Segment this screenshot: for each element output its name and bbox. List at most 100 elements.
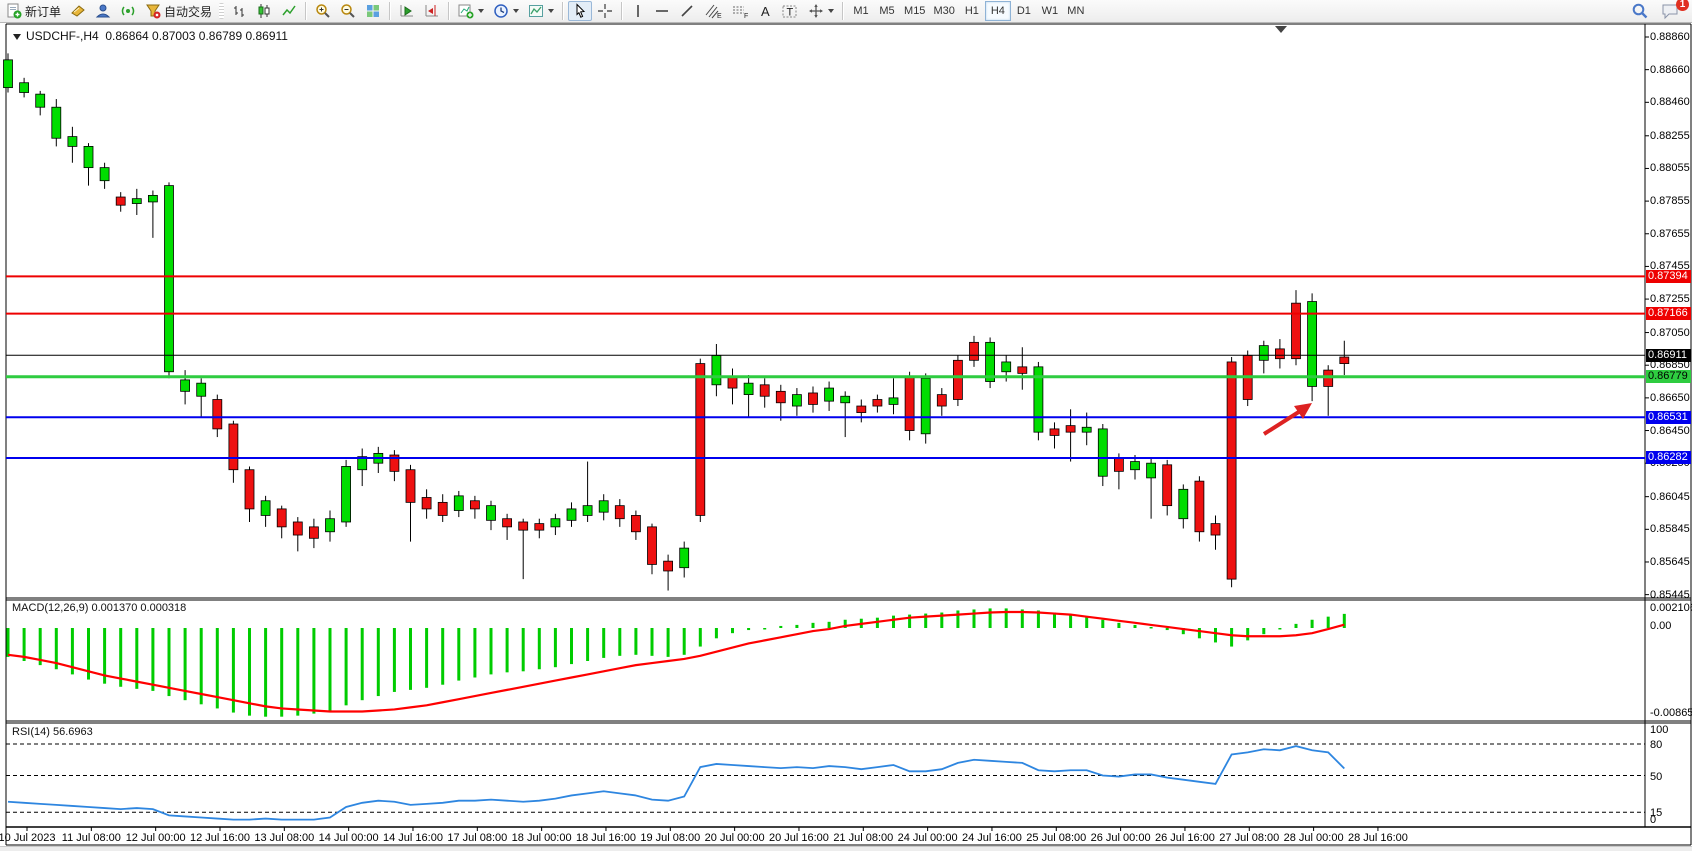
signals-button[interactable] [116, 1, 140, 21]
tile-windows-button[interactable] [361, 1, 385, 21]
chart-shift-button[interactable] [420, 1, 444, 21]
indicators-button[interactable] [454, 1, 488, 21]
signals-icon [121, 6, 135, 16]
svg-text:A: A [761, 4, 770, 19]
price-tick-label: 0.86450 [1650, 424, 1690, 437]
arrows-caret [828, 9, 835, 13]
chart-background [6, 24, 1691, 845]
vertical-line-tool-button[interactable] [627, 1, 649, 21]
timeframe-h4[interactable]: H4 [984, 1, 1011, 21]
timeframe-m15[interactable]: M15 [900, 1, 929, 21]
toolbar-grip[interactable] [219, 3, 225, 19]
bar-chart-mode-button[interactable] [227, 1, 251, 21]
text-tool-button[interactable]: A [754, 1, 776, 21]
timeframe-mn[interactable]: MN [1063, 1, 1089, 21]
arrows-icon [809, 4, 824, 18]
toolbox-icon [71, 5, 85, 17]
price-tick-label: 0.88255 [1650, 129, 1690, 142]
chart-collapse-icon[interactable] [13, 34, 21, 40]
time-tick-label: 10 Jul 2023 [0, 832, 56, 844]
time-tick-label: 27 Jul 08:00 [1219, 832, 1280, 844]
auto-trading-button[interactable]: 自动交易 [141, 1, 216, 21]
text-label-tool-button[interactable]: T [777, 1, 803, 21]
templates-button[interactable] [524, 1, 558, 21]
templates-icon [529, 5, 544, 17]
macd-axis-label: -0.008658 [1650, 707, 1692, 719]
crosshair-tool-button[interactable] [593, 1, 617, 21]
timeframe-d1[interactable]: D1 [1011, 1, 1037, 21]
macd-indicator-label: MACD(12,26,9) 0.001370 0.000318 [12, 602, 187, 614]
price-line-badge: 0.86282 [1646, 451, 1691, 465]
svg-text:F: F [744, 13, 748, 19]
price-tick-label: 0.85845 [1650, 523, 1690, 536]
new-order-icon [7, 3, 22, 19]
candlestick-mode-icon [258, 4, 270, 18]
text-label-icon: T [782, 5, 797, 19]
price-tick-label: 0.88055 [1650, 162, 1690, 175]
time-tick-label: 20 Jul 16:00 [768, 832, 829, 844]
arrows-tool-button[interactable] [804, 1, 838, 21]
timeframe-w1[interactable]: W1 [1037, 1, 1063, 21]
price-tick-label: 0.87655 [1650, 227, 1690, 240]
notification-badge: 1 [1676, 0, 1689, 11]
templates-caret [548, 9, 555, 13]
time-tick-label: 24 Jul 16:00 [961, 832, 1022, 844]
line-chart-mode-button[interactable] [277, 1, 301, 21]
price-line-badge: 0.86779 [1646, 370, 1691, 384]
periods-caret [513, 9, 520, 13]
community-button[interactable] [91, 1, 115, 21]
horizontal-line-tool-button[interactable] [650, 1, 674, 21]
price-tick-label: 0.87455 [1650, 260, 1690, 273]
svg-text:T: T [787, 7, 794, 19]
price-line-badge: 0.86531 [1646, 410, 1691, 424]
auto-scroll-icon [400, 5, 414, 17]
rsi-indicator-label: RSI(14) 56.6963 [12, 726, 93, 738]
chart-title: USDCHF-,H4 0.86864 0.87003 0.86789 0.869… [13, 29, 288, 43]
price-line-badge: 0.87166 [1646, 307, 1691, 321]
equidistant-channel-tool-button[interactable]: E [700, 1, 726, 21]
macd-signal-line [7, 610, 1345, 713]
rsi-axis-label: 50 [1650, 771, 1663, 783]
zoom-in-button[interactable] [311, 1, 335, 21]
fibonacci-tool-button[interactable]: F [727, 1, 753, 21]
search-button[interactable] [1627, 1, 1653, 21]
price-tick-label: 0.88660 [1650, 63, 1690, 76]
timeframe-h1[interactable]: H1 [959, 1, 985, 21]
price-tick-label: 0.87255 [1650, 293, 1690, 306]
macd-axis-label: 0.00 [1650, 620, 1672, 632]
chat-button[interactable]: 1 [1657, 0, 1689, 21]
macd-layer [6, 608, 1346, 717]
rsi-line [7, 745, 1345, 821]
periods-icon [494, 4, 508, 18]
indicators-caret [478, 9, 485, 13]
time-tick-label: 13 Jul 08:00 [254, 832, 315, 844]
toolbox-button[interactable] [66, 1, 90, 21]
cursor-tool-button[interactable] [568, 1, 593, 21]
price-line-badge: 0.86911 [1646, 348, 1691, 362]
tile-windows-icon [367, 5, 380, 17]
auto-scroll-button[interactable] [395, 1, 419, 21]
rsi-axis-label: 80 [1650, 739, 1663, 751]
zoom-out-button[interactable] [336, 1, 360, 21]
timeframe-m5[interactable]: M5 [874, 1, 900, 21]
time-tick-label: 11 Jul 08:00 [61, 832, 121, 844]
chart-symbol-period: USDCHF-,H4 [26, 29, 99, 43]
time-tick-label: 12 Jul 16:00 [190, 832, 250, 844]
timeframe-m1[interactable]: M1 [848, 1, 874, 21]
rsi-axis-label: 100 [1650, 724, 1669, 736]
horizontal-line-icon [656, 10, 669, 12]
periods-button[interactable] [489, 1, 523, 21]
time-tick-label: 28 Jul 16:00 [1347, 832, 1408, 844]
price-tick-label: 0.85645 [1650, 555, 1690, 568]
annotation-arrowhead [1294, 403, 1312, 419]
timeframe-m30[interactable]: M30 [929, 1, 958, 21]
svg-text:E: E [717, 13, 722, 19]
bar-chart-mode-icon [234, 6, 245, 17]
zoom-in-icon [316, 4, 330, 18]
candlestick-mode-button[interactable] [252, 1, 276, 21]
trendline-tool-button[interactable] [675, 1, 699, 21]
crosshair-icon [598, 4, 613, 18]
new-order-button[interactable]: 新订单 [2, 1, 65, 21]
auto-trading-icon [146, 4, 161, 19]
